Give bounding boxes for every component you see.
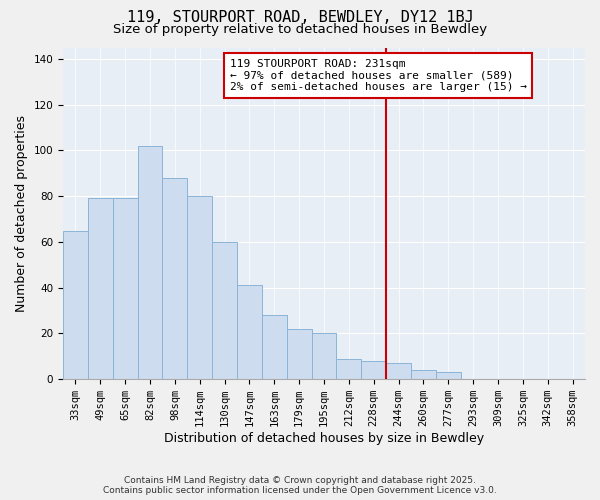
Bar <box>337 358 361 379</box>
Bar <box>361 361 386 379</box>
Bar <box>113 198 137 379</box>
Bar <box>262 315 287 379</box>
Bar <box>436 372 461 379</box>
X-axis label: Distribution of detached houses by size in Bewdley: Distribution of detached houses by size … <box>164 432 484 445</box>
Bar <box>187 196 212 379</box>
Bar <box>137 146 163 379</box>
Bar <box>212 242 237 379</box>
Bar <box>411 370 436 379</box>
Bar <box>386 363 411 379</box>
Bar <box>237 286 262 379</box>
Bar <box>163 178 187 379</box>
Bar <box>287 329 311 379</box>
Bar <box>88 198 113 379</box>
Y-axis label: Number of detached properties: Number of detached properties <box>15 115 28 312</box>
Bar <box>63 230 88 379</box>
Bar <box>311 334 337 379</box>
Text: Contains HM Land Registry data © Crown copyright and database right 2025.
Contai: Contains HM Land Registry data © Crown c… <box>103 476 497 495</box>
Text: Size of property relative to detached houses in Bewdley: Size of property relative to detached ho… <box>113 22 487 36</box>
Text: 119, STOURPORT ROAD, BEWDLEY, DY12 1BJ: 119, STOURPORT ROAD, BEWDLEY, DY12 1BJ <box>127 10 473 25</box>
Text: 119 STOURPORT ROAD: 231sqm
← 97% of detached houses are smaller (589)
2% of semi: 119 STOURPORT ROAD: 231sqm ← 97% of deta… <box>230 59 527 92</box>
